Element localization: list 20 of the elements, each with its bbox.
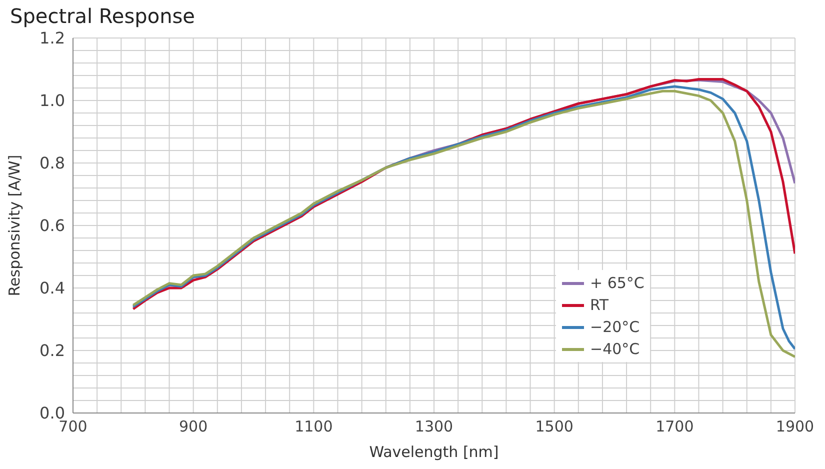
y-tick-label: 0.6 — [40, 216, 65, 236]
x-tick-label: 1500 — [535, 418, 574, 436]
x-tick-label: 1900 — [776, 418, 814, 436]
x-tick-label: 1100 — [294, 418, 333, 436]
legend-label: −20°C — [590, 317, 640, 338]
y-axis-title: Responsivity [A/W] — [5, 154, 24, 296]
y-tick-label: 0.4 — [40, 278, 65, 298]
y-tick-label: 0.8 — [40, 154, 65, 173]
x-axis-title: Wavelength [nm] — [369, 443, 499, 461]
x-tick-label: 1700 — [656, 418, 694, 436]
legend-label: −40°C — [590, 339, 640, 360]
legend-label: + 65°C — [590, 273, 644, 294]
x-tick-label: 700 — [58, 418, 88, 436]
y-tick-label: 1.0 — [40, 91, 65, 110]
x-tick-label: 1300 — [414, 418, 454, 436]
legend-label: RT — [590, 295, 608, 316]
chart-title: Spectral Response — [10, 4, 195, 28]
x-tick-label: 900 — [179, 418, 208, 436]
y-tick-label: 1.2 — [40, 28, 65, 48]
y-tick-label: 0.2 — [40, 341, 65, 360]
